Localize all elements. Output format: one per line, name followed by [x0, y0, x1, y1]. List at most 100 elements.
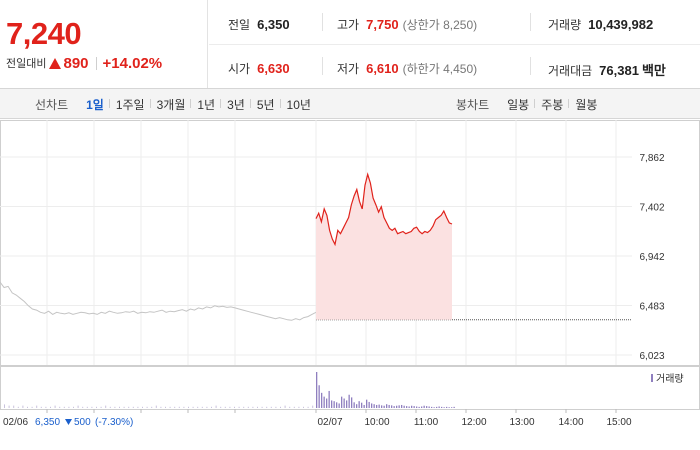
- footer-date: 02/06: [3, 417, 28, 428]
- volume-bar-today: [358, 401, 360, 408]
- x-tick-label: 14:00: [558, 417, 583, 428]
- today-area-fill: [316, 174, 452, 320]
- candle-tabs: 봉차트 일봉 주봉 월봉: [456, 89, 603, 119]
- volume-bar-prev: [229, 406, 231, 408]
- open-value: 6,630: [257, 61, 290, 76]
- volume-bar-today: [443, 407, 445, 408]
- prev-close-value: 6,350: [257, 17, 290, 32]
- high-label: 고가: [337, 18, 360, 32]
- volume-bar-prev: [261, 406, 263, 408]
- volume-bar-today: [448, 407, 450, 408]
- footer-pct: (-7.30%): [95, 417, 133, 428]
- tab-10year[interactable]: 10년: [279, 96, 317, 113]
- x-tick-label: 02/07: [317, 417, 342, 428]
- volume-bar-prev: [257, 406, 258, 408]
- volume-bar-prev: [77, 405, 79, 408]
- volume-bar-today: [446, 406, 448, 408]
- tab-1week[interactable]: 1주일: [108, 96, 151, 113]
- volume-bar-today: [381, 405, 383, 408]
- volume-bar-prev: [82, 406, 84, 408]
- volume-bar-prev: [312, 405, 314, 408]
- volume-legend-label: 거래량: [656, 373, 684, 385]
- volume-bar-prev: [8, 405, 10, 408]
- volume-bar-prev: [132, 406, 134, 408]
- volume-bar-prev: [178, 406, 180, 408]
- footer-close: 6,350: [35, 417, 60, 428]
- volume-bar-prev: [206, 406, 208, 408]
- y-tick-label: 7,862: [639, 153, 664, 164]
- volume-bar-today: [408, 406, 410, 408]
- volume-bar-prev: [192, 406, 194, 408]
- tab-3year[interactable]: 3년: [220, 96, 251, 113]
- volume-bar-today: [453, 406, 455, 408]
- volume-bar-prev: [298, 406, 300, 408]
- trade-value-value: 76,381: [599, 63, 639, 78]
- high-price: 고가 7,750 (상한가 8,250): [337, 16, 477, 33]
- tab-3month[interactable]: 3개월: [149, 96, 192, 113]
- volume-panel-frame: [0, 366, 700, 410]
- volume-bar-prev: [155, 405, 157, 408]
- volume-bar-prev: [247, 406, 249, 408]
- volume-bar-prev: [100, 406, 102, 408]
- volume-bar-prev: [137, 406, 139, 408]
- volume-bar-today: [426, 406, 428, 408]
- volume-bar-prev: [50, 406, 51, 408]
- y-tick-label: 6,942: [639, 252, 664, 263]
- volume-bar-today: [348, 394, 350, 408]
- volume-bar-today: [351, 397, 353, 408]
- volume-bar-today: [331, 400, 333, 408]
- volume-bar-today: [436, 406, 438, 408]
- period-tabs: 선차트 1일 1주일 3개월 1년 3년 5년 10년: [35, 89, 317, 119]
- tab-5year[interactable]: 5년: [249, 96, 281, 113]
- divider: [322, 57, 323, 75]
- volume-bar-prev: [128, 406, 130, 408]
- volume-bar-today: [398, 405, 400, 408]
- volume-bar-prev: [293, 406, 295, 408]
- volume-bar-today: [326, 398, 328, 408]
- volume-bar-today: [346, 400, 348, 408]
- volume-bar-today: [336, 402, 338, 408]
- line-chart-title: 선차트: [35, 97, 69, 112]
- volume-bar-today: [393, 406, 395, 408]
- tab-weekly-candle[interactable]: 주봉: [534, 96, 569, 113]
- x-tick-label: 11:00: [414, 417, 439, 428]
- volume-bar-today: [438, 406, 440, 408]
- volume-bar-prev: [73, 406, 74, 408]
- volume-bar-prev: [270, 406, 272, 408]
- change-row: 전일대비 890 +14.02%: [6, 55, 162, 72]
- candle-chart-title: 봉차트: [456, 97, 490, 112]
- volume-bar-prev: [45, 406, 47, 408]
- volume-bar-today: [371, 403, 373, 408]
- tab-daily-candle[interactable]: 일봉: [507, 97, 530, 112]
- prev-close: 전일 6,350: [228, 16, 290, 33]
- volume-bar-today: [401, 404, 403, 408]
- tab-1year[interactable]: 1년: [190, 96, 221, 113]
- volume-bar-prev: [142, 406, 143, 408]
- volume-label: 거래량: [548, 18, 582, 32]
- volume-bar-prev: [54, 405, 56, 408]
- volume-bar-prev: [224, 406, 226, 408]
- volume-bar-prev: [266, 406, 268, 408]
- tab-monthly-candle[interactable]: 월봉: [568, 96, 603, 113]
- x-tick-label: 15:00: [606, 417, 631, 428]
- volume-bar-today: [413, 406, 415, 408]
- volume-bar-today: [323, 396, 325, 408]
- volume-bar-prev: [215, 405, 217, 408]
- volume-bar-prev: [13, 405, 15, 408]
- volume-bar-today: [341, 396, 343, 408]
- divider: [209, 44, 700, 45]
- volume-bar-today: [411, 405, 413, 408]
- volume-bar-today: [333, 401, 335, 408]
- price-chart[interactable]: 7,862 7,402 6,942 6,483 6,023 거래량 02/07 10:00 11…: [0, 120, 700, 450]
- volume-bar-prev: [91, 406, 93, 408]
- change-label: 전일대비: [6, 58, 47, 70]
- volume-bar-prev: [284, 405, 286, 408]
- volume-bar-prev: [119, 406, 120, 408]
- volume-bar-today: [338, 403, 340, 408]
- tab-1day[interactable]: 1일: [86, 97, 104, 112]
- volume-bar-prev: [197, 406, 199, 408]
- volume-bar-prev: [307, 406, 309, 408]
- down-triangle-icon: [65, 419, 72, 425]
- today-price-line: [315, 172, 453, 247]
- low-label: 저가: [337, 62, 360, 76]
